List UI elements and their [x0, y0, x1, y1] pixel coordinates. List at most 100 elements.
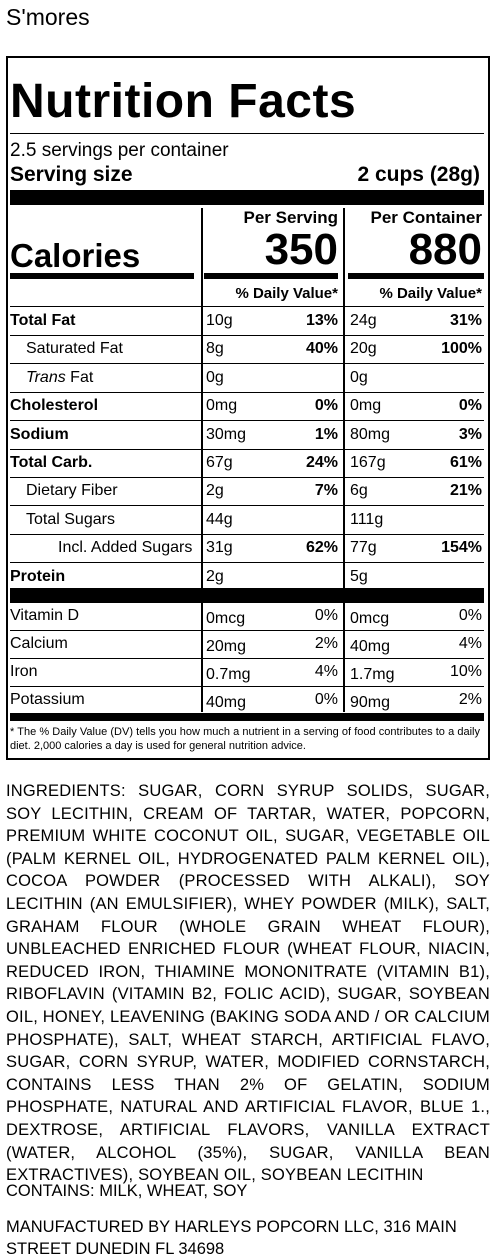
- nutrient-name: Sodium: [10, 425, 69, 443]
- ingredients-text: INGREDIENTS: SUGAR, CORN SYRUP SOLIDS, S…: [6, 782, 490, 1185]
- calories-bar: [10, 273, 194, 279]
- container-daily-value: 31%: [449, 312, 482, 329]
- manufacturer-text: MANUFACTURED BY HARLEYS POPCORN LLC, 316…: [6, 1218, 457, 1258]
- container-amount: 0g: [350, 368, 368, 386]
- nutrition-facts-heading: Nutrition Facts: [10, 75, 357, 128]
- per-container-header: Per Container: [370, 208, 482, 227]
- row-rule: [10, 363, 484, 365]
- calories-per-serving: 350: [264, 225, 338, 274]
- nutrient-name: Trans Fat: [26, 368, 94, 386]
- nutrient-name: Dietary Fiber: [26, 482, 118, 500]
- container-daily-value: 3%: [458, 425, 482, 443]
- serving-amount: 0.7mg: [206, 666, 251, 683]
- serving-amount: 31g: [206, 539, 233, 557]
- heading-rule: [10, 133, 484, 134]
- serving-amount: 20mg: [206, 638, 247, 655]
- per-serving-header: Per Serving: [243, 208, 339, 227]
- serving-amount: 10g: [206, 312, 233, 329]
- serving-amount: 2g: [206, 482, 224, 500]
- container-daily-value: 0%: [458, 397, 482, 415]
- container-amount: 6g: [350, 482, 368, 500]
- row-rule: [10, 533, 484, 535]
- serving-daily-value: 0%: [314, 691, 338, 708]
- container-amount: 0mg: [350, 397, 382, 415]
- thick-bar-top: [10, 190, 484, 205]
- serving-size-value: 2 cups (28g): [357, 163, 480, 186]
- calories-label: Calories: [10, 237, 141, 274]
- calories-per-container: 880: [408, 225, 482, 274]
- serving-amount: 0mcg: [206, 610, 246, 627]
- dv-header-rule: [10, 306, 484, 307]
- serving-daily-value: 0%: [314, 397, 338, 415]
- serving-daily-value: 2%: [314, 635, 338, 652]
- nutrient-name: Protein: [10, 567, 66, 585]
- serving-amount: 67g: [206, 454, 233, 471]
- serving-amount: 2g: [206, 567, 224, 585]
- nutrient-name: Incl. Added Sugars: [58, 539, 193, 557]
- row-rule: [10, 658, 484, 659]
- allergen-statement: CONTAINS: MILK, WHEAT, SOY: [6, 1182, 248, 1200]
- calories-bar: [204, 273, 338, 279]
- row-rule: [10, 420, 484, 422]
- container-amount: 111g: [350, 510, 384, 528]
- vitamin-name: Calcium: [10, 635, 68, 652]
- container-daily-value: 61%: [449, 454, 482, 471]
- nutrient-name: Total Carb.: [10, 454, 93, 471]
- dv-header-serving: % Daily Value*: [235, 285, 338, 302]
- product-title: S'mores: [6, 4, 90, 30]
- serving-daily-value: 1%: [314, 425, 338, 443]
- row-rule: [10, 335, 484, 336]
- container-amount: 20g: [350, 340, 377, 358]
- nutrient-name: Total Fat: [10, 312, 76, 329]
- serving-daily-value: 13%: [305, 312, 338, 329]
- nutrient-name: Saturated Fat: [26, 340, 123, 358]
- nutrient-name: Cholesterol: [10, 397, 99, 415]
- container-amount: 40mg: [350, 638, 391, 655]
- container-amount: 77g: [350, 539, 377, 557]
- container-amount: 0mcg: [350, 610, 390, 627]
- serving-amount: 0g: [206, 368, 224, 386]
- serving-amount: 8g: [206, 340, 224, 358]
- calories-bar: [348, 273, 484, 279]
- daily-value-footnote: * The % Daily Value (DV) tells you how m…: [10, 726, 480, 752]
- servings-per-container: 2.5 servings per container: [10, 140, 229, 161]
- column-divider: [201, 208, 203, 712]
- dv-header-container: % Daily Value*: [379, 285, 482, 302]
- serving-amount: 40mg: [206, 694, 247, 711]
- serving-amount: 30mg: [206, 425, 247, 443]
- vitamin-name: Potassium: [10, 691, 85, 708]
- container-daily-value: 100%: [441, 340, 482, 358]
- row-rule: [10, 448, 484, 450]
- serving-amount: 44g: [206, 510, 233, 528]
- serving-daily-value: 7%: [314, 482, 338, 500]
- container-daily-value: 21%: [449, 482, 482, 500]
- serving-size-label: Serving size: [10, 163, 133, 186]
- serving-daily-value: 4%: [314, 663, 338, 680]
- container-amount: 167g: [350, 454, 386, 471]
- footnote-rule: [10, 713, 484, 721]
- column-divider: [343, 208, 345, 712]
- thick-bar-vitamins: [10, 588, 484, 603]
- container-daily-value: 2%: [458, 691, 482, 708]
- serving-daily-value: 40%: [305, 340, 338, 358]
- serving-daily-value: 0%: [314, 607, 338, 624]
- container-daily-value: 0%: [458, 607, 482, 624]
- row-rule: [10, 391, 484, 393]
- row-rule: [10, 630, 484, 631]
- row-rule: [10, 477, 484, 478]
- serving-amount: 0mg: [206, 397, 238, 415]
- row-rule: [10, 505, 484, 507]
- container-amount: 1.7mg: [350, 666, 395, 683]
- container-amount: 5g: [350, 567, 368, 585]
- vitamin-name: Iron: [10, 663, 38, 680]
- container-daily-value: 10%: [449, 663, 482, 680]
- nutrition-label: [6, 56, 490, 760]
- container-daily-value: 154%: [441, 539, 482, 557]
- container-amount: 90mg: [350, 694, 391, 711]
- serving-daily-value: 62%: [305, 539, 338, 557]
- vitamin-name: Vitamin D: [10, 607, 80, 624]
- container-amount: 24g: [350, 312, 377, 329]
- row-rule: [10, 686, 484, 687]
- row-rule: [10, 562, 484, 564]
- container-amount: 80mg: [350, 425, 391, 443]
